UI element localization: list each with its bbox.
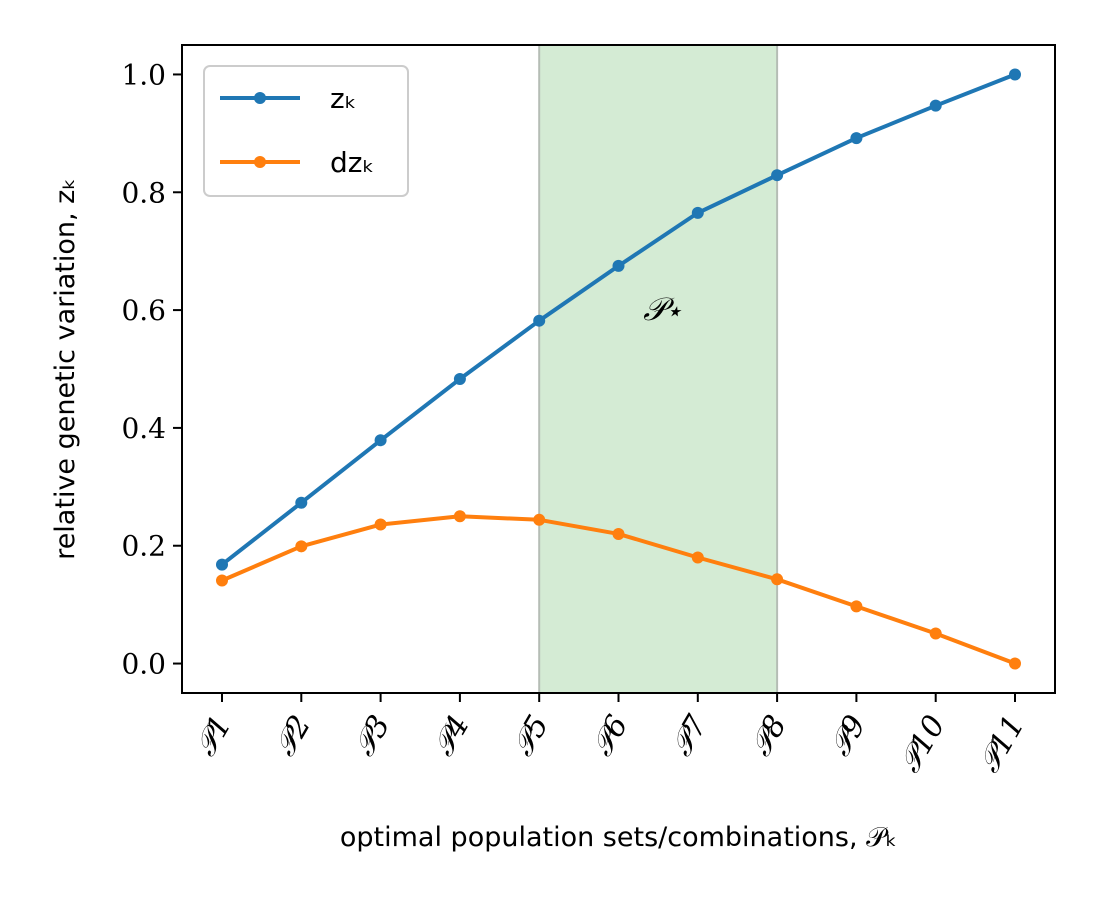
data-point-dz_k <box>374 518 387 531</box>
data-point-z_k <box>771 169 784 182</box>
data-point-z_k <box>374 434 387 447</box>
x-tick-label: 𝒫8 <box>743 710 794 763</box>
x-tick-label: 𝒫9 <box>823 710 874 763</box>
data-point-z_k <box>929 99 942 112</box>
x-tick-label: 𝒫4 <box>426 710 477 763</box>
data-point-dz_k <box>691 551 704 564</box>
y-tick-label: 0.8 <box>121 176 166 209</box>
y-tick-label: 0.6 <box>121 294 166 327</box>
data-point-z_k <box>1009 68 1021 81</box>
data-point-dz_k <box>453 510 466 523</box>
legend-marker-dz_k <box>254 156 266 168</box>
data-point-z_k <box>453 373 466 386</box>
x-tick-label: 𝒫11 <box>972 710 1032 779</box>
data-point-z_k <box>850 132 863 145</box>
y-tick-label: 0.2 <box>121 530 166 563</box>
x-tick-label: 𝒫1 <box>188 710 239 763</box>
y-tick-label: 1.0 <box>121 58 166 91</box>
x-axis-ticks: 𝒫1 𝒫2 𝒫3 𝒫4 𝒫5 𝒫6 𝒫7 𝒫8 𝒫9 𝒫10 𝒫11 <box>188 693 1032 779</box>
data-point-dz_k <box>295 540 308 553</box>
y-tick-label: 0.0 <box>121 648 166 681</box>
x-tick-label: 𝒫6 <box>585 710 636 763</box>
data-point-dz_k <box>850 600 863 613</box>
data-point-dz_k <box>533 513 546 526</box>
legend-marker-z_k <box>254 92 266 104</box>
data-point-z_k <box>691 206 704 219</box>
legend-box <box>203 65 409 197</box>
legend: zₖ dzₖ <box>203 65 409 197</box>
data-point-z_k <box>295 496 308 509</box>
series-layer <box>216 68 1021 670</box>
x-axis-label: optimal population sets/combinations, 𝒫ₖ <box>340 822 897 853</box>
data-point-dz_k <box>216 574 228 587</box>
x-tick-label: 𝒫7 <box>664 709 715 763</box>
x-tick-label: 𝒫10 <box>892 710 952 779</box>
data-point-z_k <box>216 558 228 571</box>
data-point-dz_k <box>1009 657 1021 670</box>
data-point-dz_k <box>612 527 625 540</box>
highlight-label: 𝒫⋆ <box>643 290 682 328</box>
highlight-region <box>539 45 778 693</box>
x-tick-label: 𝒫5 <box>505 710 556 763</box>
x-tick-label: 𝒫3 <box>347 710 398 763</box>
y-tick-label: 0.4 <box>121 412 166 445</box>
legend-label-dz_k: dzₖ <box>330 146 374 179</box>
data-point-z_k <box>612 259 625 272</box>
data-point-dz_k <box>929 627 942 640</box>
data-point-z_k <box>533 314 546 327</box>
y-axis-ticks: 0.0 0.2 0.4 0.6 0.8 1.0 <box>121 58 182 681</box>
x-tick-label: 𝒫2 <box>268 710 319 763</box>
y-axis-label: relative genetic variation, zₖ <box>50 178 81 560</box>
legend-label-z_k: zₖ <box>330 82 357 115</box>
data-point-dz_k <box>771 573 784 586</box>
